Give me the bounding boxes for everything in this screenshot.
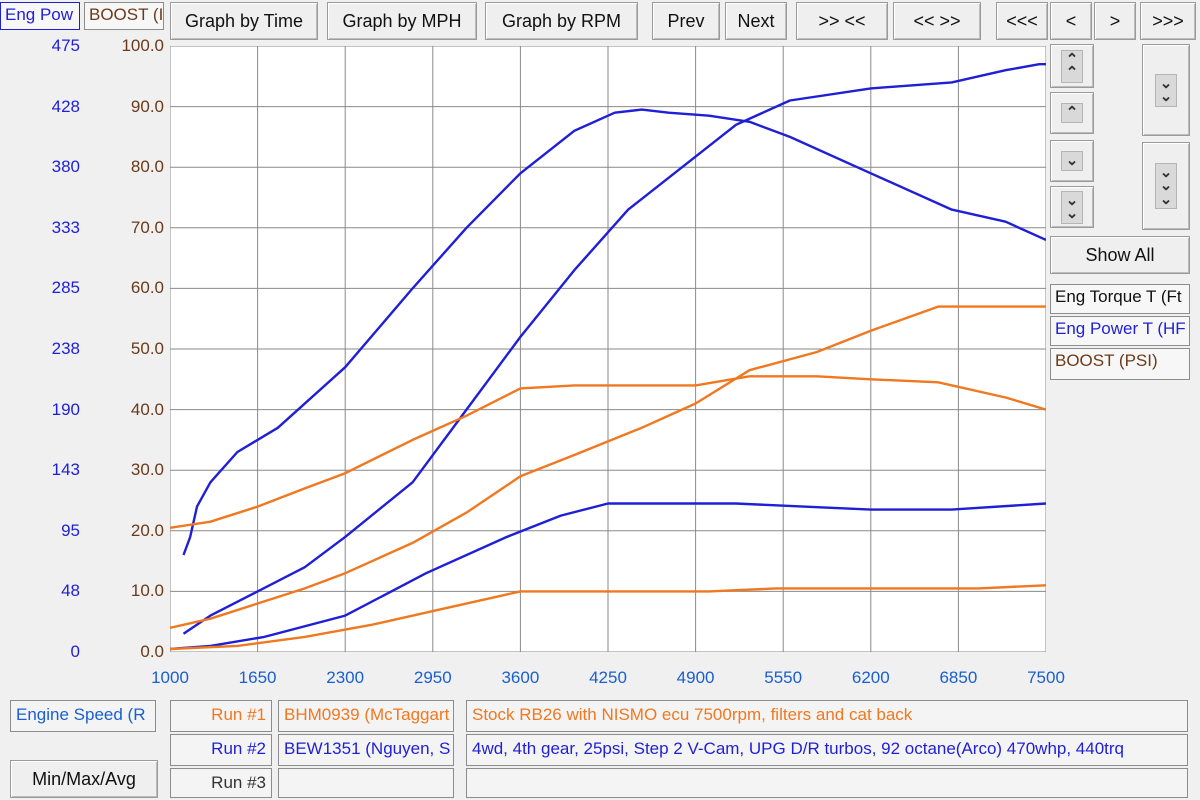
right-tick-label: 0.0 <box>140 642 164 661</box>
run1-id[interactable]: BHM0939 (McTaggart <box>278 700 454 732</box>
run2-desc[interactable]: 4wd, 4th gear, 25psi, Step 2 V-Cam, UPG … <box>466 734 1188 766</box>
x-tick-label: 7500 <box>1027 668 1065 687</box>
graph-by-time-button[interactable]: Graph by Time <box>170 2 318 40</box>
right-tick-label: 70.0 <box>130 217 164 237</box>
right-tick-label: 80.0 <box>130 157 164 177</box>
x-tick-label: 2300 <box>326 668 365 687</box>
next-button[interactable]: Next <box>725 2 787 40</box>
right-tick-label: 50.0 <box>130 339 164 358</box>
chevron-up-icon: ⌃ <box>1060 103 1084 123</box>
x-tick-label: 5550 <box>764 668 803 687</box>
x-tick-label: 1650 <box>238 668 277 687</box>
left-tick-label: 475 <box>51 36 80 55</box>
left-tick-label: 333 <box>51 217 80 237</box>
legend-torque[interactable]: Eng Torque T (Ft <box>1050 284 1190 314</box>
scroll-up-fast-button[interactable]: ⌃ ⌃ <box>1050 44 1094 88</box>
legend-boost[interactable]: BOOST (PSI) <box>1050 348 1190 380</box>
expand-down-button[interactable]: ⌄ ⌄ <box>1142 44 1190 136</box>
left-tick-label: 238 <box>51 339 80 358</box>
left-tick-label: 428 <box>51 96 80 116</box>
series-line-run1-4 <box>170 305 1046 629</box>
show-all-button[interactable]: Show All <box>1050 236 1190 274</box>
graph-by-mph-button[interactable]: Graph by MPH <box>327 2 477 40</box>
right-tick-label: 30.0 <box>130 460 164 480</box>
first-button[interactable]: <<< <box>996 2 1048 40</box>
run1-desc[interactable]: Stock RB26 with NISMO ecu 7500rpm, filte… <box>466 700 1188 732</box>
run3-desc[interactable] <box>466 768 1188 798</box>
back-button[interactable]: < <box>1050 2 1092 40</box>
double-chevron-down-icon: ⌄ ⌄ <box>1060 190 1084 224</box>
right-tick-label: 60.0 <box>130 278 164 298</box>
right-tick-label: 40.0 <box>130 399 164 419</box>
zoom-in-button[interactable]: >> << <box>796 2 888 40</box>
legend-power[interactable]: Eng Power T (HF <box>1050 316 1190 346</box>
collapse-down-button[interactable]: ⌄ ⌄ ⌄ <box>1142 142 1190 230</box>
run3-label: Run #3 <box>170 768 272 798</box>
x-tick-label: 6200 <box>851 668 890 687</box>
left-tick-label: 380 <box>51 157 80 177</box>
right-tick-label: 10.0 <box>130 581 164 601</box>
right-tick-label: 20.0 <box>130 520 164 540</box>
collapse-icon: ⌄ ⌄ ⌄ <box>1154 162 1178 210</box>
graph-by-rpm-button[interactable]: Graph by RPM <box>485 2 638 40</box>
zoom-out-button[interactable]: << >> <box>893 2 981 40</box>
x-tick-label: 3600 <box>501 668 540 687</box>
last-button[interactable]: >>> <box>1140 2 1196 40</box>
right-tick-label: 90.0 <box>130 96 164 116</box>
x-tick-label: 6850 <box>939 668 978 687</box>
run1-label: Run #1 <box>170 700 272 732</box>
left-tick-label: 95 <box>61 520 80 540</box>
x-tick-label: 1000 <box>151 668 189 687</box>
left-tick-label: 143 <box>51 460 80 480</box>
scroll-down-button[interactable]: ⌄ <box>1050 140 1094 182</box>
legend-tag-power[interactable]: Eng Pow <box>0 2 80 30</box>
series-line-run2-0 <box>182 108 1046 556</box>
left-tick-label: 0 <box>70 642 80 661</box>
run3-id[interactable] <box>278 768 454 798</box>
x-tick-label: 2950 <box>413 668 452 687</box>
x-tick-label: 4250 <box>589 668 627 687</box>
expand-icon: ⌄ ⌄ <box>1154 73 1178 107</box>
series-line-run2-2 <box>170 502 1046 651</box>
left-tick-label: 190 <box>51 399 80 419</box>
forward-button[interactable]: > <box>1094 2 1136 40</box>
chevron-down-icon: ⌄ <box>1060 151 1084 171</box>
x-field-select[interactable]: Engine Speed (R <box>10 700 156 732</box>
x-tick-label: 4900 <box>676 668 715 687</box>
run2-id[interactable]: BEW1351 (Nguyen, S <box>278 734 454 766</box>
left-tick-label: 285 <box>51 278 80 298</box>
left-tick-label: 48 <box>61 581 80 601</box>
series-line-run1-3 <box>170 375 1046 529</box>
prev-button[interactable]: Prev <box>652 2 720 40</box>
double-chevron-up-icon: ⌃ ⌃ <box>1060 49 1084 83</box>
min-max-avg-button[interactable]: Min/Max/Avg <box>10 760 158 798</box>
series-line-run2-1 <box>182 63 1046 635</box>
scroll-up-button[interactable]: ⌃ <box>1050 92 1094 134</box>
right-tick-label: 100.0 <box>121 36 164 55</box>
legend-tag-boost[interactable]: BOOST (I <box>84 2 164 30</box>
dyno-chart[interactable] <box>170 46 1046 652</box>
scroll-down-fast-button[interactable]: ⌄ ⌄ <box>1050 186 1094 228</box>
series-line-run1-5 <box>170 584 1046 651</box>
run2-label: Run #2 <box>170 734 272 766</box>
